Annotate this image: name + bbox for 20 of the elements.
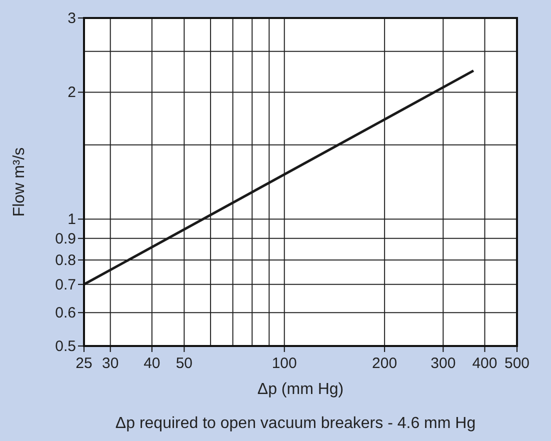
x-axis-title: Δp (mm Hg) [257, 381, 344, 398]
y-tick-label: 0.9 [55, 230, 76, 248]
x-tick-label: 25 [76, 355, 92, 372]
x-tick-label: 50 [176, 355, 193, 372]
y-tick-label: 2 [68, 84, 76, 102]
x-tick-label: 200 [372, 355, 398, 372]
text: Δp required to open vacuum breakers - 4.6 mm Hg [115, 415, 476, 432]
y-tick-label: 0.5 [55, 338, 76, 355]
y-tick-label: 0.6 [55, 304, 76, 322]
y-tick-label: 0.7 [55, 276, 76, 294]
y-axis-title: Flow m³/s [11, 147, 28, 217]
x-tick-label: 300 [430, 355, 456, 372]
x-tick-label: 400 [472, 355, 498, 372]
y-tick-label: 3 [68, 10, 76, 27]
x-tick-label: 100 [272, 355, 297, 372]
x-tick-label: 500 [504, 355, 530, 372]
y-tick-label: 0.8 [55, 252, 76, 269]
x-tick-label: 30 [102, 355, 119, 372]
x-tick-label: 40 [144, 355, 160, 372]
y-tick-label: 1 [68, 211, 76, 228]
